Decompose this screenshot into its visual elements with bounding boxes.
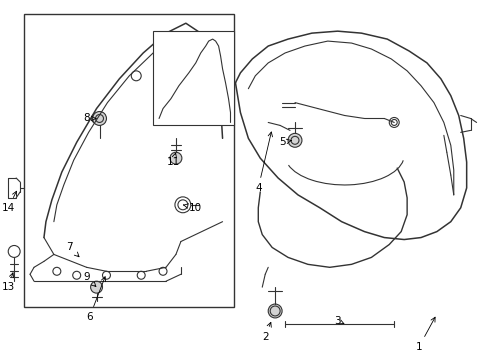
Circle shape xyxy=(267,304,282,318)
Text: 13: 13 xyxy=(1,273,15,292)
Text: 11: 11 xyxy=(166,153,179,167)
Text: 7: 7 xyxy=(66,243,79,257)
Circle shape xyxy=(287,133,301,147)
Text: 9: 9 xyxy=(83,272,96,287)
Text: 14: 14 xyxy=(1,191,17,213)
Text: 5: 5 xyxy=(278,137,291,147)
Text: 2: 2 xyxy=(262,322,271,342)
Bar xyxy=(153,31,234,125)
Circle shape xyxy=(184,80,196,92)
Text: 3: 3 xyxy=(334,316,343,326)
Circle shape xyxy=(170,152,182,164)
Text: 1: 1 xyxy=(415,317,434,352)
Text: 8: 8 xyxy=(83,113,96,123)
Circle shape xyxy=(90,281,102,293)
Text: 4: 4 xyxy=(254,132,272,193)
Text: 12: 12 xyxy=(198,84,217,94)
Bar xyxy=(24,14,234,307)
Text: 6: 6 xyxy=(86,277,105,322)
Text: 10: 10 xyxy=(183,203,202,213)
Circle shape xyxy=(92,112,106,125)
